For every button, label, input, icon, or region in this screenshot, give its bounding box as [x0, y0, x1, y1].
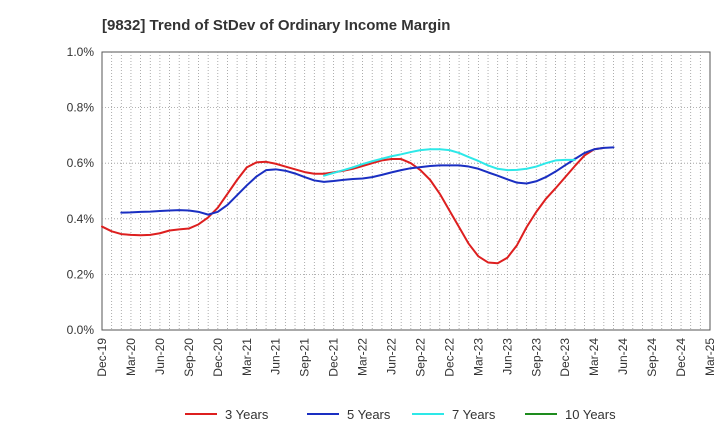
legend-label: 5 Years [347, 407, 391, 422]
x-tick-label: Dec-23 [558, 338, 572, 377]
chart-title: [9832] Trend of StDev of Ordinary Income… [102, 17, 450, 34]
legend-label: 10 Years [565, 407, 616, 422]
series-line-3-years [101, 146, 605, 265]
x-tick-label: Dec-19 [95, 338, 109, 377]
plot-frame [101, 51, 711, 331]
x-tick-label: Dec-22 [442, 338, 456, 377]
legend-label: 7 Years [452, 407, 496, 422]
y-tick-label: 0.2% [67, 267, 95, 281]
series-line-5-years [120, 146, 615, 216]
x-tick-label: Sep-21 [298, 338, 312, 377]
x-tick-label: Mar-24 [587, 338, 601, 376]
y-tick-label: 0.0% [67, 323, 95, 337]
x-tick-label: Jun-20 [153, 338, 167, 375]
plot-area: 0.0% 0.2% 0.4% 0.6% 0.8% 1.0% Dec-19 Mar-20 Jun-… [67, 45, 717, 377]
x-tick-label: Dec-21 [327, 338, 341, 377]
series-line-7-years [322, 148, 576, 177]
x-tick-label: Mar-20 [124, 338, 138, 376]
x-tick-label: Sep-20 [182, 338, 196, 377]
x-tick-label: Jun-21 [269, 338, 283, 375]
x-tick-label: Sep-22 [413, 338, 427, 377]
x-tick-label: Mar-22 [356, 338, 370, 376]
x-tick-label: Sep-23 [529, 338, 543, 377]
x-tick-label: Dec-20 [211, 338, 225, 377]
x-tick-label: Jun-24 [616, 338, 630, 375]
x-tick-label: Mar-21 [240, 338, 254, 376]
y-tick-label: 0.6% [67, 156, 95, 170]
legend: 3 Years 5 Years 7 Years 10 Years [185, 407, 616, 422]
x-tick-label: Jun-23 [500, 338, 514, 375]
x-tick-label: Jun-22 [385, 338, 399, 375]
legend-label: 3 Years [225, 407, 269, 422]
x-tick-label: Sep-24 [645, 338, 659, 377]
y-tick-label: 0.8% [67, 101, 95, 115]
y-tick-label: 1.0% [67, 45, 95, 59]
y-tick-label: 0.4% [67, 212, 95, 226]
x-tick-label: Dec-24 [674, 338, 688, 377]
x-tick-label: Mar-25 [703, 338, 717, 376]
x-tick-label: Mar-23 [471, 338, 485, 376]
